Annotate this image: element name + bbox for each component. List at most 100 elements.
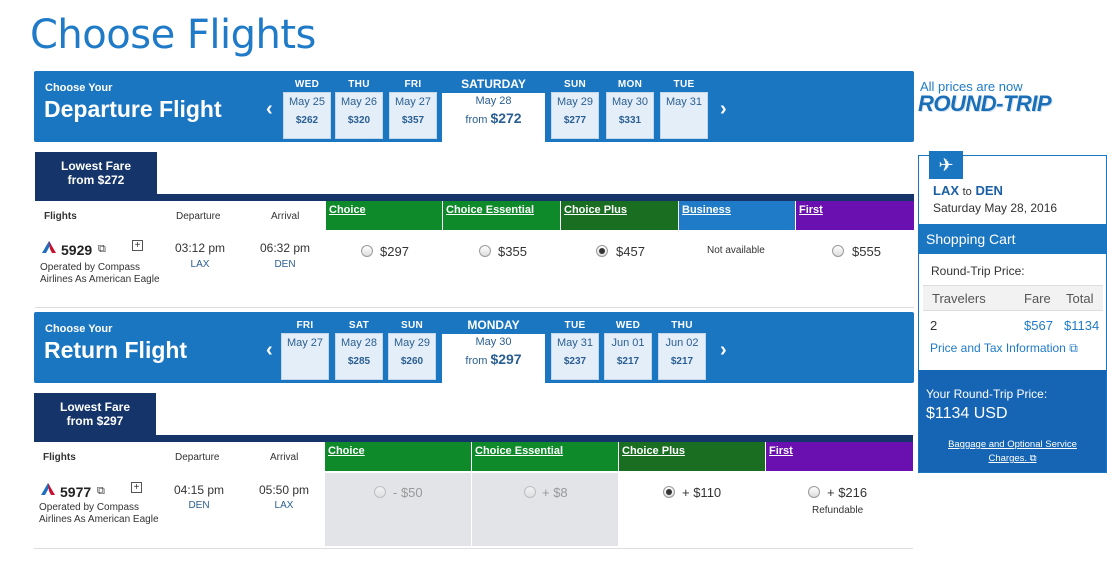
flights-col-header: Flights <box>43 452 76 463</box>
date-option-sat[interactable]: SAT May 28 $285 <box>335 320 383 380</box>
departure-airport: DEN <box>188 500 210 511</box>
cabin-first[interactable]: First <box>796 201 914 230</box>
day-price: $331 <box>618 115 642 126</box>
date-option-wed[interactable]: WED Jun 01 $217 <box>604 320 652 380</box>
cabin-first[interactable]: First <box>766 442 913 471</box>
date-option-mon[interactable]: MON May 30 $331 <box>606 79 654 139</box>
destination-code: DEN <box>975 183 1003 198</box>
flight-number-link[interactable]: 5929 <box>61 242 93 258</box>
shopping-cart-heading: Shopping Cart <box>919 224 1106 254</box>
day-date: May 31 <box>556 337 594 349</box>
day-name: FRI <box>404 79 422 90</box>
day-price: $285 <box>347 356 371 367</box>
external-link-icon[interactable]: ⧉ <box>98 243 106 255</box>
date-option-thu[interactable]: THU May 26 $320 <box>335 79 383 139</box>
cabin-choice-plus[interactable]: Choice Plus <box>619 442 765 471</box>
travelers-header: Travelers <box>932 291 986 306</box>
cabin-choice[interactable]: Choice <box>326 201 442 230</box>
baggage-link-line1: Baggage and Optional Service <box>948 439 1077 450</box>
day-price: $237 <box>563 356 587 367</box>
day-price: $262 <box>295 115 319 126</box>
day-date: May 28 <box>340 337 378 349</box>
arrival-time: 05:50 pm <box>258 483 310 497</box>
next-dates-arrow[interactable]: › <box>720 98 727 120</box>
day-name: WED <box>615 320 641 331</box>
day-price: $272 <box>490 110 522 126</box>
baggage-charges-link[interactable]: Baggage and Optional Service Charges. ⧉ <box>919 438 1106 466</box>
lowest-fare-tab[interactable]: Lowest Fare from $272 <box>35 152 157 194</box>
total-amount: $1134 <box>1064 318 1100 333</box>
fare-radio-first[interactable] <box>808 486 820 498</box>
day-name: SAT <box>348 320 370 331</box>
date-option-tue[interactable]: TUE May 31 <box>660 79 708 139</box>
date-option-sun[interactable]: SUN May 29 $277 <box>551 79 599 139</box>
prices-note: All prices are now <box>920 79 1023 94</box>
day-name: THU <box>348 79 370 90</box>
cabin-choice[interactable]: Choice <box>325 442 471 471</box>
fare-radio-choice-essential[interactable] <box>524 486 536 498</box>
fare-tab-underline <box>35 194 914 201</box>
flight-number-link[interactable]: 5977 <box>60 484 92 500</box>
date-option-fri[interactable]: FRI May 27 <box>281 320 329 380</box>
date-option-thu[interactable]: THU Jun 02 $217 <box>658 320 706 380</box>
day-price: $260 <box>400 356 424 367</box>
fare-radio-first[interactable] <box>832 245 844 257</box>
your-price-amount: $1134 USD <box>926 405 1008 422</box>
price-tax-info-link[interactable]: Price and Tax Information ⧉ <box>930 341 1078 356</box>
american-airlines-logo-icon <box>41 483 55 495</box>
cabin-choice-plus[interactable]: Choice Plus <box>561 201 678 230</box>
day-date: May 30 <box>475 336 512 348</box>
lowest-fare-label: Lowest Fare <box>60 159 132 173</box>
fare-radio-choice-essential[interactable] <box>479 245 491 257</box>
day-date: May 29 <box>556 96 594 108</box>
arrival-time: 06:32 pm <box>259 241 311 255</box>
date-option-wed[interactable]: WED May 25 $262 <box>283 79 331 139</box>
date-option-selected[interactable]: MONDAY May 30 from $297 <box>442 316 545 383</box>
arrival-airport: LAX <box>274 500 294 511</box>
cabin-choice-essential[interactable]: Choice Essential <box>443 201 560 230</box>
day-name: TUE <box>564 320 586 331</box>
expand-details-icon[interactable]: + <box>131 482 142 493</box>
total-header: Total <box>1066 291 1094 306</box>
date-option-tue[interactable]: TUE May 31 $237 <box>551 320 599 380</box>
next-dates-arrow[interactable]: › <box>720 339 727 361</box>
fare-price-first: $555 <box>852 244 881 259</box>
prev-dates-arrow[interactable]: ‹ <box>266 98 273 120</box>
return-flight-heading: Return Flight <box>44 337 188 363</box>
return-flight-row: 5977 ⧉ + Operated by Compass Airlines As… <box>34 473 913 549</box>
origin-code: LAX <box>933 183 959 198</box>
fare-radio-choice[interactable] <box>361 245 373 257</box>
departure-date-band: Choose Your Departure Flight ‹ WED May 2… <box>34 71 914 142</box>
date-option-fri[interactable]: FRI May 27 $357 <box>389 79 437 139</box>
departure-col-header: Departure <box>176 211 221 222</box>
expand-details-icon[interactable]: + <box>132 240 143 251</box>
round-trip-price-label: Round-Trip Price: <box>931 264 1025 278</box>
day-date: May 31 <box>665 96 703 108</box>
cabin-business[interactable]: Business <box>679 201 795 230</box>
departure-time: 03:12 pm <box>174 241 226 255</box>
your-price-label: Your Round-Trip Price: <box>926 387 1048 401</box>
page-title: Choose Flights <box>30 12 316 58</box>
date-option-sun[interactable]: SUN May 29 $260 <box>388 320 436 380</box>
travelers-count: 2 <box>930 318 938 333</box>
fare-radio-choice[interactable] <box>374 486 386 498</box>
fare-radio-choice-plus[interactable] <box>596 245 608 257</box>
lowest-fare-price: from $297 <box>66 414 124 428</box>
departure-airport: LAX <box>190 259 210 270</box>
flights-col-header: Flights <box>44 211 77 222</box>
fare-price-choice: $297 <box>380 244 409 259</box>
fare-radio-choice-plus[interactable] <box>663 486 675 498</box>
return-date-band: Choose Your Return Flight ‹ FRI May 27 S… <box>34 312 914 383</box>
lowest-fare-label: Lowest Fare <box>59 400 131 414</box>
day-name: SUN <box>400 320 423 331</box>
lowest-fare-tab[interactable]: Lowest Fare from $297 <box>34 393 156 435</box>
prev-dates-arrow[interactable]: ‹ <box>266 339 273 361</box>
choose-your-label: Choose Your <box>45 82 113 94</box>
external-link-icon[interactable]: ⧉ <box>97 485 105 497</box>
lowest-fare-price: from $272 <box>67 173 125 187</box>
day-price: $277 <box>563 115 587 126</box>
operated-by-text: Operated by Compass Airlines As American… <box>39 502 159 525</box>
cabin-choice-essential[interactable]: Choice Essential <box>472 442 618 471</box>
day-price: $357 <box>401 115 425 126</box>
date-option-selected[interactable]: SATURDAY May 28 from $272 <box>442 75 545 142</box>
